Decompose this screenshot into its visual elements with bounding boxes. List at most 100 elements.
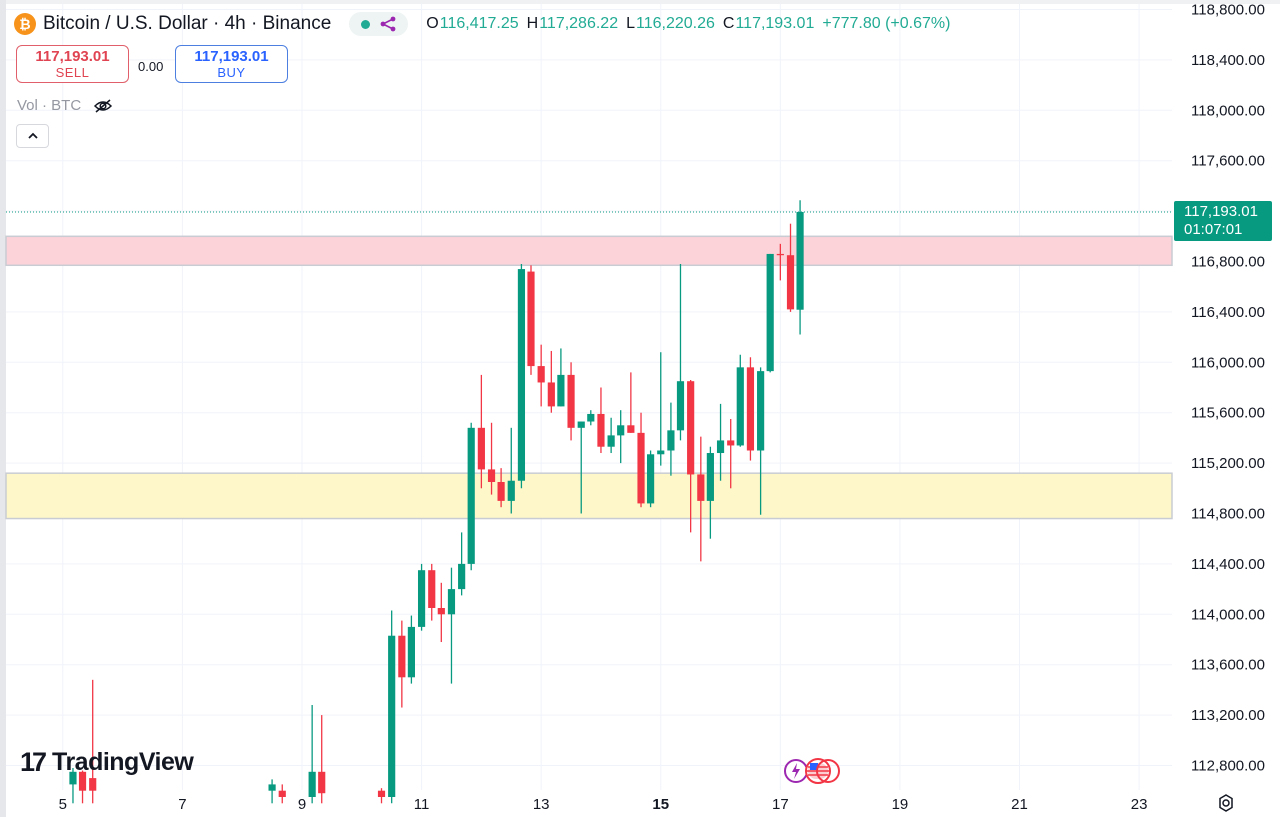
candle bbox=[377, 788, 386, 804]
tradingview-wordmark: TradingView bbox=[52, 748, 194, 776]
candle bbox=[736, 354, 744, 447]
candle-body bbox=[537, 366, 545, 383]
close-label: C bbox=[722, 15, 735, 32]
candle bbox=[477, 374, 485, 489]
settings-icon[interactable] bbox=[1216, 793, 1236, 813]
candle-body bbox=[527, 271, 535, 367]
candle bbox=[69, 768, 77, 804]
candle bbox=[537, 344, 545, 407]
hidden-eye-icon[interactable] bbox=[93, 98, 113, 114]
x-tick-label: 19 bbox=[892, 796, 909, 813]
last-price-value: 117,193.01 bbox=[1184, 202, 1258, 220]
x-tick-label: 21 bbox=[1011, 796, 1028, 813]
spread-value: 0.00 bbox=[138, 59, 164, 74]
candle bbox=[467, 422, 475, 571]
collapse-legend-button[interactable] bbox=[16, 124, 49, 148]
candle bbox=[268, 779, 276, 804]
candle-body bbox=[577, 421, 585, 428]
candle bbox=[766, 253, 774, 373]
sell-button[interactable]: 117,193.01 SELL bbox=[16, 45, 129, 83]
candle-body bbox=[388, 635, 396, 797]
candle-body bbox=[657, 450, 665, 455]
candle-body bbox=[736, 367, 744, 446]
candle-body bbox=[727, 440, 735, 446]
candle-body bbox=[308, 771, 316, 797]
candle bbox=[487, 422, 496, 495]
candle bbox=[527, 265, 535, 375]
candle-body bbox=[428, 570, 436, 608]
y-tick-label: 118,000.00 bbox=[1191, 102, 1265, 119]
candle bbox=[637, 412, 645, 508]
candle bbox=[407, 615, 415, 684]
candle bbox=[517, 264, 526, 489]
candle bbox=[437, 582, 445, 643]
symbol-title[interactable]: Bitcoin / U.S. Dollar · 4h · Binance bbox=[43, 13, 332, 34]
candle-body bbox=[647, 454, 655, 504]
candle-body bbox=[687, 381, 695, 475]
x-tick-label: 23 bbox=[1131, 796, 1148, 813]
candle bbox=[278, 784, 286, 804]
candle-body bbox=[447, 589, 456, 615]
close-value: 117,193.01 bbox=[735, 15, 815, 32]
candle-body bbox=[517, 269, 526, 481]
y-tick-label: 116,400.00 bbox=[1191, 304, 1265, 321]
chart-header: ₿ Bitcoin / U.S. Dollar · 4h · Binance O… bbox=[14, 12, 958, 36]
market-status-pill[interactable] bbox=[349, 12, 409, 36]
sell-price: 117,193.01 bbox=[35, 48, 110, 65]
ohlc-values: O 116,417.25 H 117,286.22 L 116,220.26 C… bbox=[426, 15, 958, 33]
candle bbox=[507, 427, 515, 514]
candle bbox=[647, 450, 655, 508]
economic-events-icon[interactable] bbox=[780, 757, 844, 785]
candles bbox=[69, 200, 804, 804]
candle-body bbox=[776, 253, 784, 256]
candle-body bbox=[746, 367, 755, 451]
y-tick-label: 114,800.00 bbox=[1191, 506, 1265, 523]
volume-indicator[interactable]: Vol · BTC bbox=[17, 97, 113, 114]
candle-body bbox=[567, 374, 575, 428]
candle bbox=[667, 402, 675, 476]
y-tick-label: 114,000.00 bbox=[1191, 606, 1265, 623]
candle-body bbox=[377, 790, 386, 797]
window-top-edge bbox=[0, 0, 1280, 4]
candle-body bbox=[786, 255, 795, 310]
buy-price: 117,193.01 bbox=[194, 48, 269, 65]
y-tick-label: 118,400.00 bbox=[1191, 52, 1265, 69]
candle-body bbox=[458, 563, 466, 590]
y-tick-label: 117,600.00 bbox=[1191, 153, 1265, 170]
candle-body bbox=[796, 211, 804, 310]
y-tick-label: 113,200.00 bbox=[1191, 707, 1265, 724]
candle bbox=[547, 350, 555, 413]
volume-label: Vol · BTC bbox=[17, 97, 82, 114]
candle-body bbox=[437, 608, 445, 615]
candle-body bbox=[757, 371, 765, 451]
candle bbox=[727, 419, 735, 489]
candle bbox=[567, 362, 575, 441]
sell-label: SELL bbox=[55, 65, 90, 80]
candle-body bbox=[487, 469, 496, 482]
y-tick-label: 118,800.00 bbox=[1191, 2, 1265, 19]
support-zone bbox=[5, 472, 1173, 520]
candle bbox=[318, 715, 326, 804]
tradingview-logo[interactable]: 17 TradingView bbox=[20, 747, 194, 778]
candle bbox=[458, 532, 466, 596]
candle-body bbox=[627, 425, 635, 433]
candle bbox=[796, 200, 804, 335]
y-tick-label: 115,200.00 bbox=[1191, 455, 1265, 472]
candle-body bbox=[497, 482, 505, 501]
candle bbox=[557, 348, 565, 407]
high-value: 117,286.22 bbox=[539, 15, 619, 32]
candle-body bbox=[477, 427, 485, 470]
candle-body bbox=[716, 440, 725, 454]
candle bbox=[676, 264, 685, 441]
buy-button[interactable]: 117,193.01 BUY bbox=[175, 45, 288, 83]
bitcoin-icon[interactable]: ₿ bbox=[14, 13, 36, 35]
y-tick-label: 114,400.00 bbox=[1191, 556, 1265, 573]
candle-body bbox=[78, 771, 87, 791]
candle-body bbox=[69, 771, 77, 785]
candle bbox=[657, 352, 665, 466]
candle-body bbox=[407, 626, 415, 678]
x-tick-label: 7 bbox=[178, 796, 186, 813]
open-value: 116,417.25 bbox=[439, 15, 519, 32]
x-tick-label: 17 bbox=[772, 796, 789, 813]
